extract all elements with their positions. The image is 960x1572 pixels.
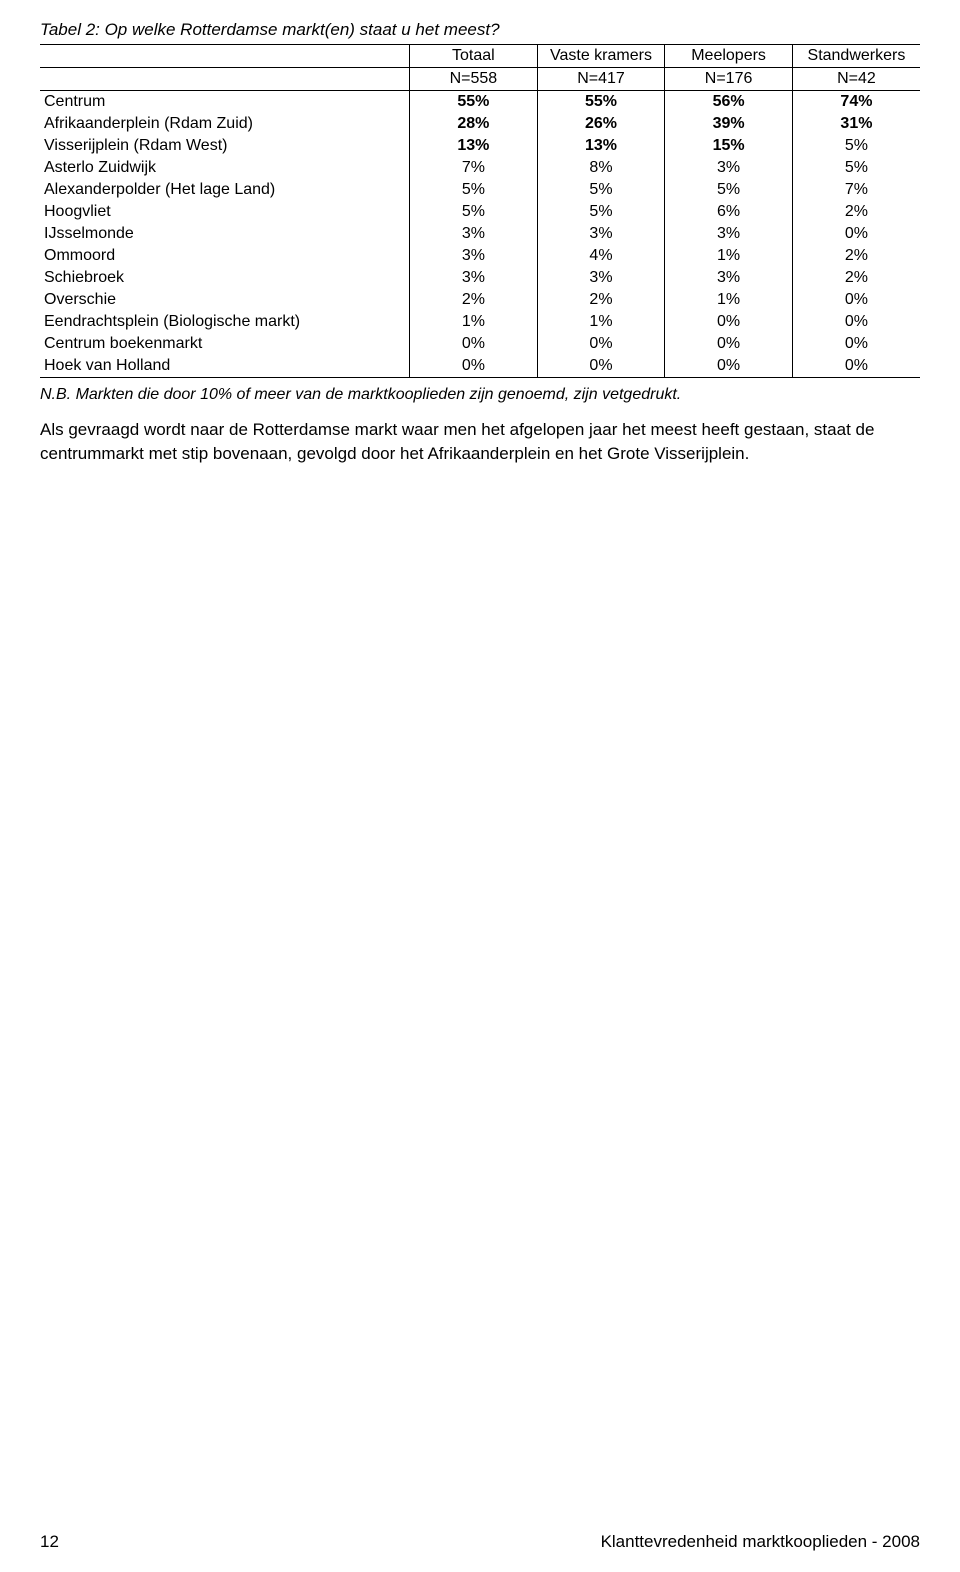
header-cell: Totaal bbox=[410, 45, 538, 68]
header-cell: N=176 bbox=[665, 68, 793, 91]
value-cell: 1% bbox=[537, 311, 665, 333]
table-row: Asterlo Zuidwijk7%8%3%5% bbox=[40, 157, 920, 179]
value-cell: 3% bbox=[665, 267, 793, 289]
value-cell: 0% bbox=[665, 311, 793, 333]
table-row: Eendrachtsplein (Biologische markt)1%1%0… bbox=[40, 311, 920, 333]
value-cell: 0% bbox=[665, 333, 793, 355]
value-cell: 2% bbox=[792, 267, 920, 289]
table-row: Hoogvliet5%5%6%2% bbox=[40, 201, 920, 223]
value-cell: 2% bbox=[792, 201, 920, 223]
value-cell: 1% bbox=[665, 289, 793, 311]
value-cell: 1% bbox=[665, 245, 793, 267]
row-label: Alexanderpolder (Het lage Land) bbox=[40, 179, 410, 201]
table-row: Overschie2%2%1%0% bbox=[40, 289, 920, 311]
row-label: Centrum boekenmarkt bbox=[40, 333, 410, 355]
value-cell: 3% bbox=[665, 157, 793, 179]
value-cell: 0% bbox=[410, 355, 538, 378]
value-cell: 5% bbox=[410, 179, 538, 201]
value-cell: 3% bbox=[410, 267, 538, 289]
value-cell: 2% bbox=[792, 245, 920, 267]
row-label: Eendrachtsplein (Biologische markt) bbox=[40, 311, 410, 333]
value-cell: 7% bbox=[792, 179, 920, 201]
table-caption: Tabel 2: Op welke Rotterdamse markt(en) … bbox=[40, 20, 920, 40]
row-label: Visserijplein (Rdam West) bbox=[40, 135, 410, 157]
value-cell: 6% bbox=[665, 201, 793, 223]
value-cell: 0% bbox=[792, 333, 920, 355]
value-cell: 5% bbox=[537, 179, 665, 201]
value-cell: 5% bbox=[537, 201, 665, 223]
header-cell: Vaste kramers bbox=[537, 45, 665, 68]
page-footer: 12 Klanttevredenheid marktkooplieden - 2… bbox=[40, 1532, 920, 1552]
value-cell: 5% bbox=[665, 179, 793, 201]
value-cell: 74% bbox=[792, 91, 920, 114]
header-cell: N=558 bbox=[410, 68, 538, 91]
row-label: Centrum bbox=[40, 91, 410, 114]
row-label: Overschie bbox=[40, 289, 410, 311]
table-note: N.B. Markten die door 10% of meer van de… bbox=[40, 386, 920, 404]
value-cell: 39% bbox=[665, 113, 793, 135]
value-cell: 55% bbox=[410, 91, 538, 114]
header-empty bbox=[40, 45, 410, 68]
data-table: TotaalVaste kramersMeelopersStandwerkers… bbox=[40, 44, 920, 378]
value-cell: 15% bbox=[665, 135, 793, 157]
value-cell: 56% bbox=[665, 91, 793, 114]
value-cell: 13% bbox=[537, 135, 665, 157]
table-row: Hoek van Holland0%0%0%0% bbox=[40, 355, 920, 378]
value-cell: 0% bbox=[537, 355, 665, 378]
value-cell: 0% bbox=[537, 333, 665, 355]
table-row: Alexanderpolder (Het lage Land)5%5%5%7% bbox=[40, 179, 920, 201]
row-label: Afrikaanderplein (Rdam Zuid) bbox=[40, 113, 410, 135]
value-cell: 0% bbox=[792, 355, 920, 378]
row-label: Asterlo Zuidwijk bbox=[40, 157, 410, 179]
value-cell: 0% bbox=[665, 355, 793, 378]
header-cell: N=417 bbox=[537, 68, 665, 91]
table-row: IJsselmonde3%3%3%0% bbox=[40, 223, 920, 245]
table-body: Centrum55%55%56%74%Afrikaanderplein (Rda… bbox=[40, 91, 920, 378]
row-label: Hoogvliet bbox=[40, 201, 410, 223]
value-cell: 4% bbox=[537, 245, 665, 267]
value-cell: 13% bbox=[410, 135, 538, 157]
table-row: Centrum55%55%56%74% bbox=[40, 91, 920, 114]
row-label: IJsselmonde bbox=[40, 223, 410, 245]
value-cell: 31% bbox=[792, 113, 920, 135]
value-cell: 2% bbox=[410, 289, 538, 311]
value-cell: 0% bbox=[792, 223, 920, 245]
row-label: Ommoord bbox=[40, 245, 410, 267]
value-cell: 8% bbox=[537, 157, 665, 179]
value-cell: 1% bbox=[410, 311, 538, 333]
value-cell: 0% bbox=[792, 311, 920, 333]
header-cell: Standwerkers bbox=[792, 45, 920, 68]
page-container: Tabel 2: Op welke Rotterdamse markt(en) … bbox=[0, 0, 960, 1572]
header-cell: Meelopers bbox=[665, 45, 793, 68]
header-cell: N=42 bbox=[792, 68, 920, 91]
row-label: Schiebroek bbox=[40, 267, 410, 289]
table-row: Centrum boekenmarkt0%0%0%0% bbox=[40, 333, 920, 355]
value-cell: 5% bbox=[792, 135, 920, 157]
value-cell: 0% bbox=[410, 333, 538, 355]
value-cell: 3% bbox=[537, 267, 665, 289]
value-cell: 3% bbox=[665, 223, 793, 245]
value-cell: 3% bbox=[410, 245, 538, 267]
table-row: Ommoord3%4%1%2% bbox=[40, 245, 920, 267]
header-empty bbox=[40, 68, 410, 91]
body-paragraph: Als gevraagd wordt naar de Rotterdamse m… bbox=[40, 418, 920, 466]
value-cell: 3% bbox=[410, 223, 538, 245]
value-cell: 5% bbox=[410, 201, 538, 223]
table-row: Schiebroek3%3%3%2% bbox=[40, 267, 920, 289]
value-cell: 55% bbox=[537, 91, 665, 114]
table-row: Visserijplein (Rdam West)13%13%15%5% bbox=[40, 135, 920, 157]
value-cell: 0% bbox=[792, 289, 920, 311]
page-number: 12 bbox=[40, 1532, 59, 1552]
value-cell: 26% bbox=[537, 113, 665, 135]
value-cell: 7% bbox=[410, 157, 538, 179]
value-cell: 3% bbox=[537, 223, 665, 245]
table-header: TotaalVaste kramersMeelopersStandwerkers… bbox=[40, 45, 920, 91]
footer-title: Klanttevredenheid marktkooplieden - 2008 bbox=[601, 1532, 920, 1552]
value-cell: 2% bbox=[537, 289, 665, 311]
value-cell: 28% bbox=[410, 113, 538, 135]
value-cell: 5% bbox=[792, 157, 920, 179]
row-label: Hoek van Holland bbox=[40, 355, 410, 378]
table-row: Afrikaanderplein (Rdam Zuid)28%26%39%31% bbox=[40, 113, 920, 135]
